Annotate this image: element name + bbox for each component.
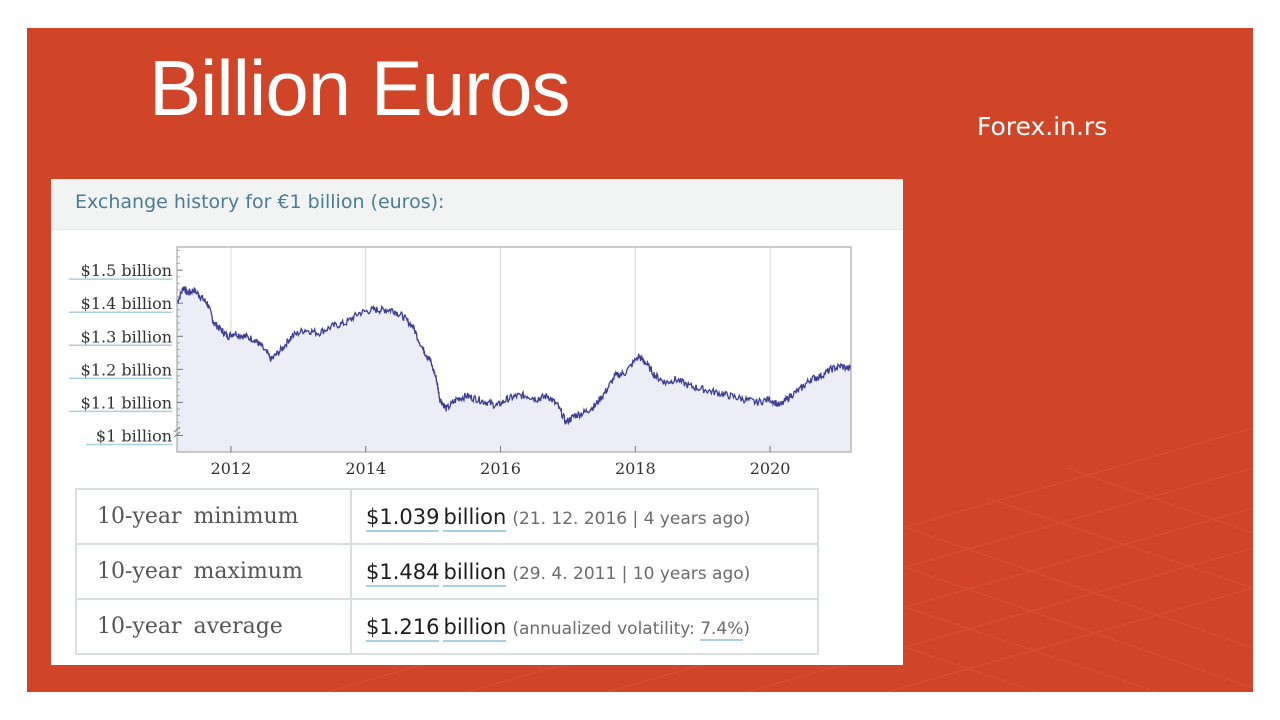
stats-unit-link[interactable]: billion	[443, 614, 507, 642]
stats-table: 10-year minimum $1.039 billion (21. 12. 2016…	[75, 488, 819, 655]
panel-header: Exchange history for €1 billion (euros):	[51, 179, 903, 230]
stats-row: 10-year maximum $1.484 billion (29. 4. 2011 …	[75, 543, 819, 600]
stats-note: (annualized volatility: 7.4%)	[512, 618, 751, 641]
y-tick-label: $1.1 billion	[81, 393, 172, 412]
y-tick-label: $1.5 billion	[81, 261, 172, 280]
slide-background: Billion Euros Forex.in.rs Exchange histo…	[27, 28, 1253, 692]
stats-value-cell: $1.039 billion (21. 12. 2016 | 4 years ago…	[350, 488, 819, 545]
axis-break-mark	[173, 426, 181, 438]
y-tick-label: $1.4 billion	[81, 294, 172, 313]
stats-amount-link[interactable]: $1.216	[366, 614, 440, 642]
stats-row: 10-year minimum $1.039 billion (21. 12. 2016…	[75, 488, 819, 545]
panel-header-title: Exchange history for €1 billion (euros):	[75, 191, 445, 213]
stats-unit-link[interactable]: billion	[443, 559, 507, 587]
stats-note-text: (annualized volatility:	[512, 618, 701, 639]
y-tick-label: $1.3 billion	[81, 327, 172, 346]
slide-title: Billion Euros	[149, 44, 571, 132]
y-tick-label: $1.2 billion	[81, 360, 172, 379]
stats-label-period: 10-year	[97, 504, 182, 529]
x-tick-label: 2012	[211, 459, 252, 478]
volatility-link[interactable]: 7.4%	[700, 618, 744, 641]
stats-label-metric: average	[193, 614, 283, 639]
stats-label-metric: maximum	[193, 559, 303, 584]
chart-series-line	[176, 285, 852, 426]
y-tick-label: $1 billion	[96, 426, 172, 445]
stats-label-metric: minimum	[193, 504, 299, 529]
exchange-history-chart: $1.5 billion $1.4 billion $1.3 billion $1.2…	[68, 246, 852, 478]
exchange-panel: Exchange history for €1 billion (euros):…	[51, 179, 903, 665]
stats-value-cell: $1.216 billion (annualized volatility: 7.4…	[350, 598, 819, 655]
stats-label-period: 10-year	[97, 614, 182, 639]
stats-label-period: 10-year	[97, 559, 182, 584]
stats-label-cell: 10-year average	[75, 598, 352, 655]
stats-note: (21. 12. 2016 | 4 years ago)	[512, 508, 751, 529]
stats-unit-link[interactable]: billion	[443, 504, 507, 532]
stats-label-cell: 10-year minimum	[75, 488, 352, 545]
stats-label-cell: 10-year maximum	[75, 543, 352, 600]
x-tick-label: 2018	[615, 459, 656, 478]
x-tick-label: 2016	[480, 459, 521, 478]
stats-note: (29. 4. 2011 | 10 years ago)	[512, 563, 751, 584]
x-tick-label: 2020	[750, 459, 791, 478]
stats-value-cell: $1.484 billion (29. 4. 2011 | 10 years ago…	[350, 543, 819, 600]
source-label: Forex.in.rs	[977, 112, 1108, 141]
stats-note-close: )	[743, 618, 751, 639]
chart-area-fill	[177, 286, 851, 452]
stats-row: 10-year average $1.216 billion (annualized v…	[75, 598, 819, 655]
stats-amount-link[interactable]: $1.039	[366, 504, 440, 532]
stats-amount-link[interactable]: $1.484	[366, 559, 440, 587]
x-tick-label: 2014	[345, 459, 386, 478]
